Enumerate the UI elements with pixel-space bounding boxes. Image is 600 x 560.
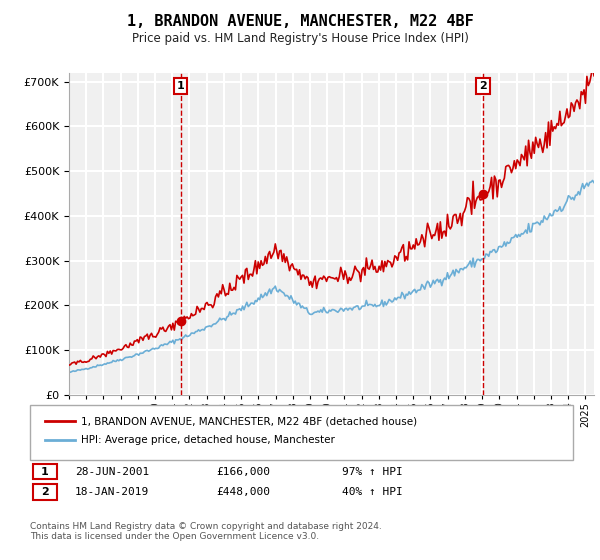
Text: Contains HM Land Registry data © Crown copyright and database right 2024.
This d: Contains HM Land Registry data © Crown c…	[30, 522, 382, 542]
Text: 2: 2	[41, 487, 49, 497]
Text: 1: 1	[41, 466, 49, 477]
Text: 40% ↑ HPI: 40% ↑ HPI	[342, 487, 403, 497]
Text: 1, BRANDON AVENUE, MANCHESTER, M22 4BF: 1, BRANDON AVENUE, MANCHESTER, M22 4BF	[127, 14, 473, 29]
Text: 97% ↑ HPI: 97% ↑ HPI	[342, 466, 403, 477]
Text: 1, BRANDON AVENUE, MANCHESTER, M22 4BF (detached house): 1, BRANDON AVENUE, MANCHESTER, M22 4BF (…	[81, 416, 417, 426]
Text: 2: 2	[479, 81, 487, 91]
Text: 1: 1	[177, 81, 185, 91]
Text: £166,000: £166,000	[216, 466, 270, 477]
Text: 28-JUN-2001: 28-JUN-2001	[75, 466, 149, 477]
Text: 18-JAN-2019: 18-JAN-2019	[75, 487, 149, 497]
Text: HPI: Average price, detached house, Manchester: HPI: Average price, detached house, Manc…	[81, 435, 335, 445]
Text: Price paid vs. HM Land Registry's House Price Index (HPI): Price paid vs. HM Land Registry's House …	[131, 32, 469, 45]
Text: £448,000: £448,000	[216, 487, 270, 497]
